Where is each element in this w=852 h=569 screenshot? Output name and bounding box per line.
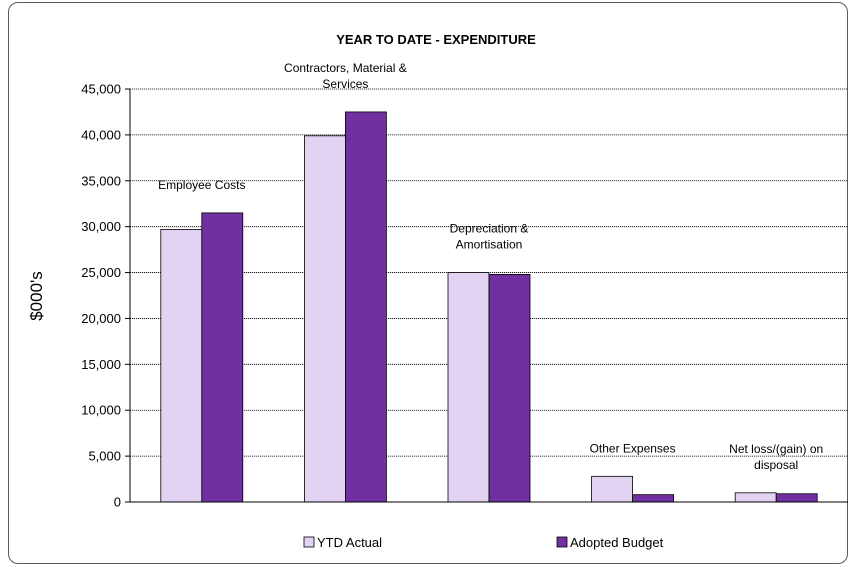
category-label: Contractors, Material & [284, 61, 407, 75]
chart-frame [8, 2, 848, 564]
y-tick-label: 0 [114, 495, 121, 510]
y-tick-label: 5,000 [88, 449, 121, 464]
category-label: disposal [754, 458, 798, 472]
bar [734, 492, 777, 503]
category-label: Services [322, 77, 368, 91]
y-tick-label: 30,000 [81, 219, 121, 234]
category-label: Net loss/(gain) on [729, 442, 823, 456]
y-tick-label: 10,000 [81, 403, 121, 418]
bar [201, 212, 244, 503]
axes [129, 89, 848, 503]
y-tick-label: 20,000 [81, 311, 121, 326]
bars [160, 111, 818, 503]
bar [488, 273, 531, 503]
category-labels: Employee Costs Contractors, Material & Ser… [158, 61, 823, 472]
y-tick-label: 45,000 [81, 82, 121, 97]
category-label: Employee Costs [158, 178, 245, 192]
chart-title: YEAR TO DATE - EXPENDITURE [336, 32, 536, 47]
legend-swatch [303, 536, 315, 548]
bar [632, 494, 674, 503]
category-label: Amortisation [456, 238, 523, 252]
y-tick-label: 25,000 [81, 265, 121, 280]
y-axis-label: $000's [27, 271, 46, 321]
bar [775, 493, 818, 503]
bar [344, 111, 387, 503]
legend-label: Adopted Budget [570, 535, 664, 550]
bar [160, 229, 203, 503]
y-tick-label: 15,000 [81, 357, 121, 372]
category-label: Depreciation & [450, 222, 529, 236]
bar [591, 475, 633, 503]
legend-swatch [556, 536, 568, 548]
y-tick-label: 35,000 [81, 173, 121, 188]
bar [447, 272, 490, 503]
legend-label: YTD Actual [317, 535, 382, 550]
y-tick-label: 40,000 [81, 127, 121, 142]
legend: YTD Actual Adopted Budget [303, 535, 664, 550]
y-tick-labels: 0 5,000 10,000 15,000 20,000 25,000 30,000 35,0… [81, 82, 121, 510]
category-label: Other Expenses [590, 441, 676, 455]
bar [303, 135, 346, 503]
